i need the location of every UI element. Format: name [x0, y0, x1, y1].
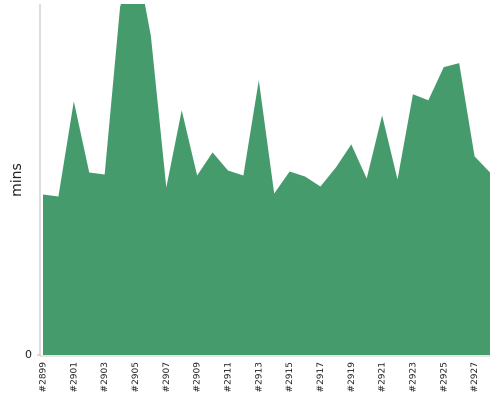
x-tick-label: #2901 — [69, 362, 79, 392]
x-tick-label: #2915 — [285, 362, 295, 392]
x-tick-label: #2917 — [316, 362, 326, 392]
area — [43, 4, 490, 355]
x-tick-label: #2911 — [223, 362, 233, 392]
x-tick-label: #2919 — [347, 362, 357, 393]
x-tick-label: #2923 — [408, 362, 418, 392]
x-tick-label: #2907 — [162, 362, 172, 392]
x-tick-label: #2913 — [254, 362, 264, 392]
x-tick-label: #2903 — [100, 362, 110, 392]
x-tick-label: #2927 — [470, 362, 480, 392]
y-tick-label: 0 — [25, 348, 32, 361]
x-tick-label: #2905 — [131, 362, 141, 392]
x-tick-label: #2921 — [378, 362, 388, 392]
x-tick-label: #2899 — [39, 362, 49, 393]
x-tick-label: #2925 — [439, 362, 449, 392]
y-axis-label: mins — [9, 163, 25, 197]
x-tick-label: #2909 — [193, 362, 203, 393]
